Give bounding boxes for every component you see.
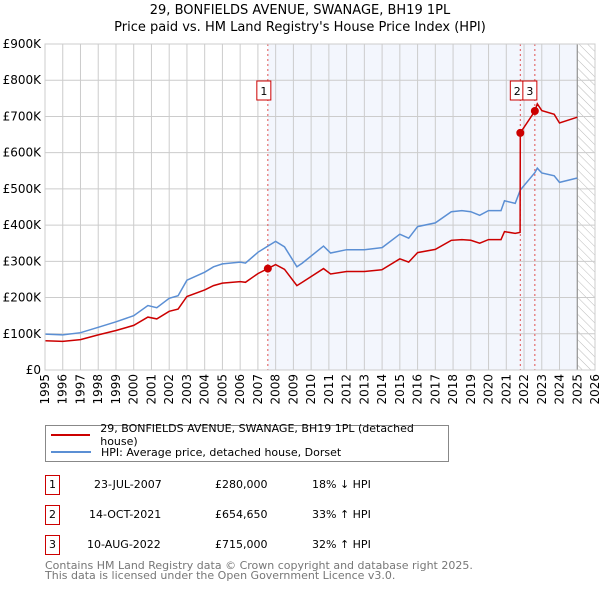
y-tick-label: £800K: [3, 73, 43, 87]
y-tick-label: £0: [26, 363, 41, 377]
x-tick-label: 2015: [393, 374, 407, 405]
x-tick-label: 2001: [144, 374, 158, 405]
y-tick-label: £400K: [3, 218, 43, 232]
x-tick-label: 2005: [215, 374, 229, 405]
y-tick-label: £300K: [3, 254, 43, 268]
sale-price: £715,000: [215, 538, 268, 551]
x-tick-label: 2026: [588, 374, 600, 405]
sale-hpi-diff: 33% ↑ HPI: [312, 508, 371, 521]
x-tick-label: 2013: [357, 374, 371, 405]
sale-label-number: 2: [514, 85, 521, 98]
sale-number: 3: [45, 535, 60, 555]
legend-line-red: [51, 434, 91, 436]
legend-label-property: 29, BONFIELDS AVENUE, SWANAGE, BH19 1PL …: [100, 422, 414, 448]
y-tick-label: £200K: [3, 291, 43, 305]
legend-item-hpi: HPI: Average price, detached house, Dors…: [51, 444, 341, 460]
x-tick-label: 2007: [251, 374, 265, 405]
sale-label-number: 3: [526, 85, 533, 98]
y-tick-label: £500K: [3, 182, 43, 196]
sale-date: 23-JUL-2007: [94, 478, 162, 491]
sale-number: 1: [45, 475, 60, 495]
hpi-line: [44, 166, 578, 336]
sale-row: 2 14-OCT-2021 £654,650 33% ↑ HPI: [45, 505, 445, 525]
property-price-line: [44, 102, 578, 343]
x-tick-label: 1998: [91, 374, 105, 405]
legend-item-property: 29, BONFIELDS AVENUE, SWANAGE, BH19 1PL …: [51, 422, 448, 448]
footer-licence: This data is licensed under the Open Gov…: [45, 569, 396, 582]
sale-price: £654,650: [215, 508, 268, 521]
sale-hpi-diff: 32% ↑ HPI: [312, 538, 371, 551]
x-tick-label: 2006: [233, 374, 247, 405]
x-tick-label: 2025: [570, 374, 584, 405]
future-hatch: [577, 44, 595, 370]
y-tick-label: £100K: [3, 327, 43, 341]
x-tick-label: 2019: [464, 374, 478, 405]
x-tick-label: 2021: [499, 374, 513, 405]
x-tick-label: 1997: [73, 374, 87, 405]
chart-subtitle: Price paid vs. HM Land Registry's House …: [114, 20, 486, 35]
x-tick-label: 1996: [56, 374, 70, 405]
x-tick-label: 2012: [340, 374, 354, 405]
footer-copyright: Contains HM Land Registry data © Crown c…: [45, 559, 473, 572]
x-tick-label: 2023: [535, 374, 549, 405]
x-tick-label: 2009: [286, 374, 300, 405]
sale-number: 2: [45, 505, 60, 525]
x-tick-label: 2016: [411, 374, 425, 405]
sale-price: £280,000: [215, 478, 268, 491]
sale-label-box: [256, 80, 272, 101]
x-tick-label: 2018: [446, 374, 460, 405]
sale-row: 1 23-JUL-2007 £280,000 18% ↓ HPI: [45, 475, 445, 495]
sale-point: [516, 128, 525, 137]
sale-point: [263, 264, 272, 273]
x-tick-label: 2014: [375, 374, 389, 405]
x-tick-label: 2002: [162, 374, 176, 405]
sale-date: 14-OCT-2021: [89, 508, 162, 521]
x-tick-label: 2008: [269, 374, 283, 405]
sale-label-number: 1: [260, 85, 267, 98]
sale-row: 3 10-AUG-2022 £715,000 32% ↑ HPI: [45, 535, 445, 555]
sale-label-box: [522, 80, 538, 101]
sale-hpi-diff: 18% ↓ HPI: [312, 478, 371, 491]
x-tick-label: 2003: [180, 374, 194, 405]
x-tick-label: 2000: [127, 374, 141, 405]
x-tick-label: 2010: [304, 374, 318, 405]
legend-line-blue: [51, 451, 91, 453]
plot-border: [44, 43, 596, 371]
x-tick-label: 2024: [553, 374, 567, 405]
x-tick-label: 2017: [428, 374, 442, 405]
sale-point: [530, 107, 539, 116]
y-tick-label: £700K: [3, 109, 43, 123]
price-chart: 1995 1996 1997 1998 1999 2000 2001 2002 2003 2004…: [3, 37, 600, 405]
legend: 29, BONFIELDS AVENUE, SWANAGE, BH19 1PL …: [45, 422, 449, 462]
x-tick-label: 2020: [482, 374, 496, 405]
chart-title: 29, BONFIELDS AVENUE, SWANAGE, BH19 1PL: [149, 3, 451, 18]
x-tick-label: 2022: [517, 374, 531, 405]
y-tick-label: £900K: [3, 37, 43, 51]
x-tick-label: 1995: [38, 374, 52, 405]
x-tick-label: 2004: [198, 374, 212, 405]
x-tick-label: 2011: [322, 374, 336, 405]
legend-label-hpi: HPI: Average price, detached house, Dors…: [101, 445, 342, 459]
x-tick-label: 1999: [109, 374, 123, 405]
sale-date: 10-AUG-2022: [87, 538, 161, 551]
y-tick-label: £600K: [3, 146, 43, 160]
